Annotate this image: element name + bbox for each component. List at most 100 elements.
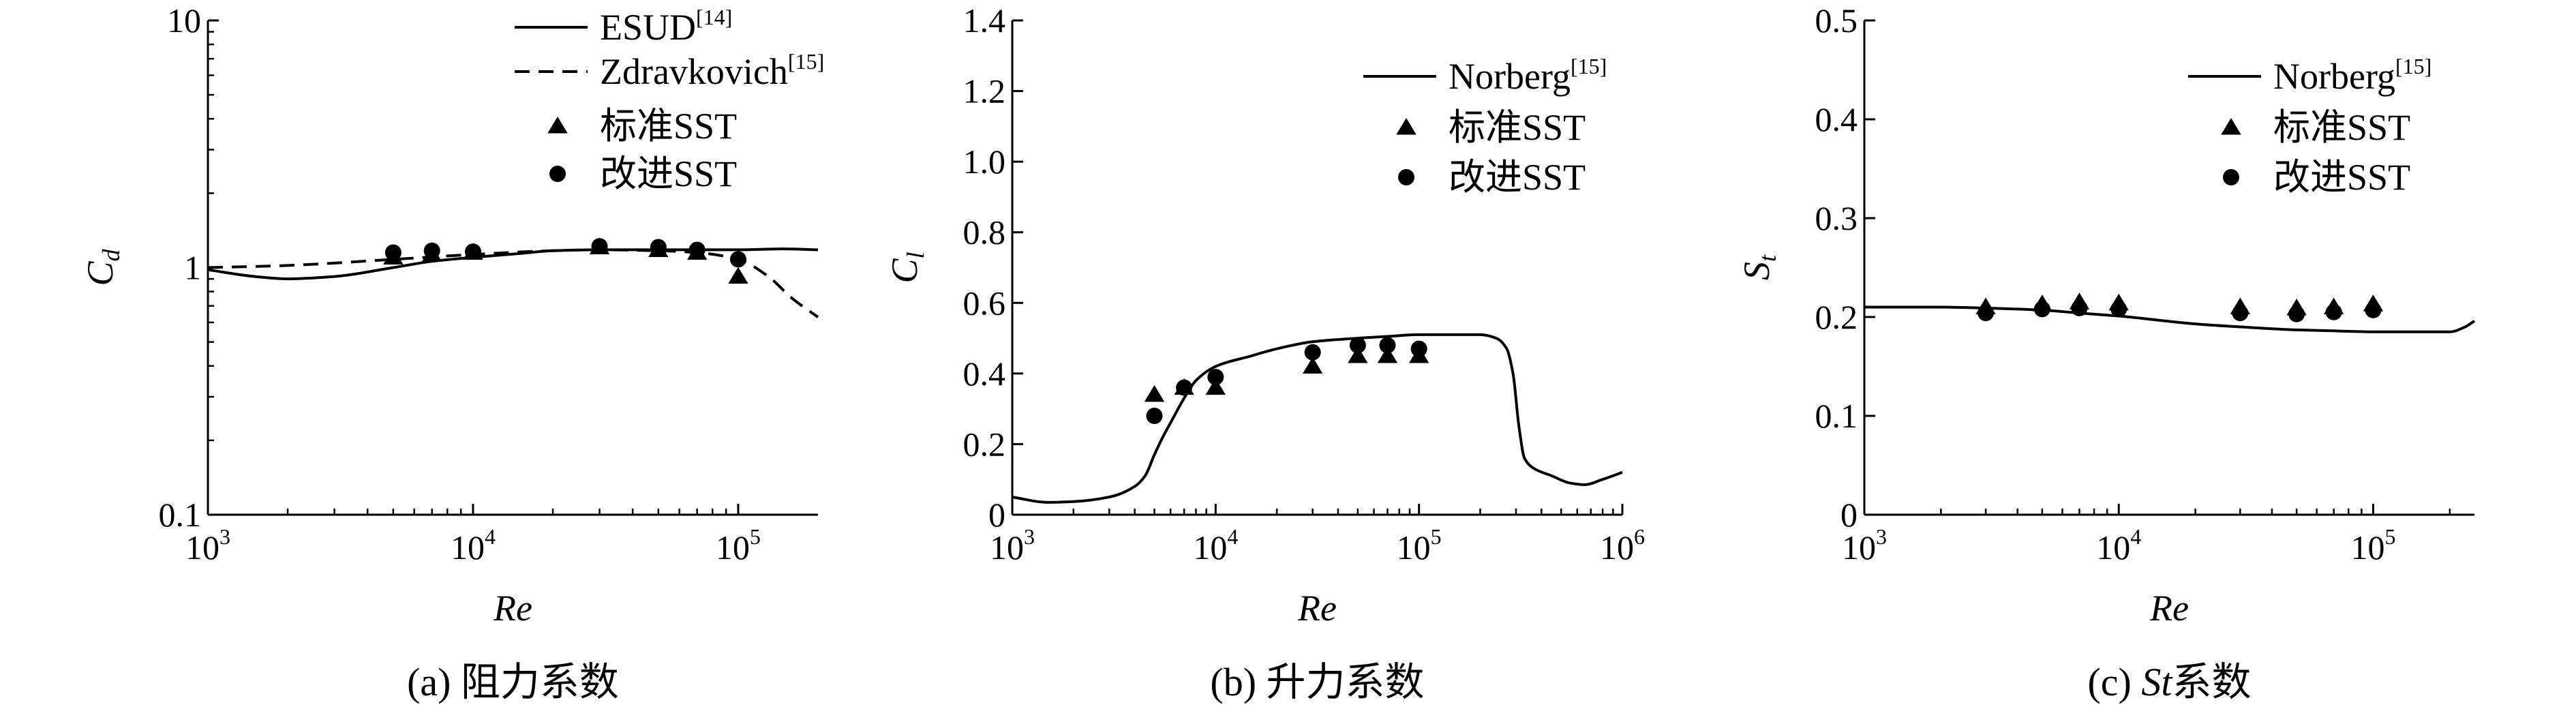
legend-marker-triangle	[547, 117, 568, 134]
data-point-circle	[1207, 369, 1224, 386]
y-axis-label: Cl	[884, 252, 929, 283]
series-improved-sst	[1146, 337, 1427, 424]
data-point-triangle	[728, 267, 748, 284]
legend-marker-circle	[1398, 169, 1414, 185]
x-tick-label: 103	[185, 524, 230, 567]
y-tick-label: 1.0	[963, 142, 1006, 181]
series-esud	[207, 247, 819, 281]
data-point-circle	[2365, 301, 2382, 318]
data-point-circle	[2325, 303, 2342, 320]
legend-label: 标准SST	[2273, 107, 2410, 148]
data-point-circle	[464, 243, 481, 260]
series-improved-sst	[1978, 299, 2382, 322]
data-point-circle	[423, 242, 440, 259]
x-tick-label: 105	[716, 524, 761, 567]
x-axis-label: Re	[1297, 588, 1337, 629]
x-tick-label: 106	[1600, 524, 1645, 567]
panel-caption: (b) 升力系数	[1210, 660, 1424, 704]
data-point-circle	[729, 251, 746, 268]
legend-item-improved-sst: 改进SST	[549, 153, 737, 194]
chart-panel-b: 0 0.2 0.4 0.6 0.8 1.0 1.2 1.4 103 104 105 106 Re Cl (b…	[884, 1, 1645, 704]
data-point-triangle	[1205, 378, 1226, 395]
y-tick-label: 0.4	[1815, 100, 1858, 138]
data-point-triangle	[1302, 357, 1323, 374]
data-point-circle	[2110, 301, 2127, 318]
data-point-triangle	[1144, 384, 1165, 402]
x-tick-label: 104	[1193, 524, 1238, 567]
y-tick-label: 0.2	[963, 425, 1006, 463]
legend-item-esud: ESUD[14]	[515, 5, 732, 48]
series-improved-sst	[384, 238, 746, 268]
y-tick-label: 0.8	[963, 213, 1006, 252]
x-axis-label: Re	[493, 588, 532, 629]
chart-panel-a: 0.1 1 10 103 104 105 Re Cd (a) 阻力系数 ESUD[14]Zdrav…	[80, 1, 824, 704]
data-point-circle	[1349, 337, 1366, 354]
legend-item-zdravkovich: Zdravkovich[15]	[515, 49, 824, 92]
series-line-esud	[207, 247, 819, 281]
data-point-circle	[1304, 344, 1321, 361]
panel-caption: (a) 阻力系数	[407, 660, 619, 704]
legend-marker-circle	[2223, 169, 2239, 185]
y-tick-label: 10	[167, 1, 201, 40]
legend-label: 标准SST	[600, 106, 737, 147]
y-axis-label: Cd	[80, 248, 125, 286]
legend-item-standard-sst: 标准SST	[1396, 107, 1586, 148]
y-tick-label: 0.4	[963, 354, 1006, 393]
data-point-circle	[1410, 340, 1427, 357]
legend: ESUD[14]Zdravkovich[15] 标准SST 改进SST	[515, 5, 824, 194]
y-tick-label: 1	[184, 249, 201, 287]
legend-item-improved-sst: 改进SST	[2223, 157, 2410, 198]
x-tick-label: 104	[451, 524, 496, 567]
legend-marker-circle	[549, 166, 566, 182]
y-tick-label: 0.1	[1815, 397, 1858, 435]
data-point-circle	[2288, 305, 2305, 322]
y-tick-label: 1.4	[963, 1, 1006, 40]
data-point-circle	[650, 239, 667, 256]
y-tick-label: 0	[988, 496, 1005, 534]
data-point-circle	[591, 238, 608, 255]
y-tick-label: 0.2	[1815, 298, 1858, 336]
x-tick-label: 103	[1842, 524, 1887, 567]
legend-label: 标准SST	[1449, 107, 1586, 148]
y-tick-label: 0	[1840, 496, 1858, 534]
data-point-circle	[2071, 299, 2088, 316]
x-axis-label: Re	[2149, 588, 2189, 629]
legend-item-norberg: Norberg[15]	[1363, 54, 1607, 97]
legend-marker-triangle	[2221, 118, 2241, 135]
x-tick-label: 104	[2096, 524, 2141, 567]
legend-label: Norberg[15]	[2273, 54, 2431, 97]
legend: Norberg[15] 标准SST 改进SST	[1363, 54, 1607, 198]
y-tick-label: 0.3	[1815, 199, 1858, 237]
legend: Norberg[15] 标准SST 改进SST	[2188, 54, 2431, 198]
legend-marker-triangle	[1396, 118, 1416, 135]
data-point-circle	[2232, 305, 2249, 322]
data-point-triangle	[1377, 346, 1398, 363]
data-point-circle	[688, 241, 706, 258]
y-tick-label: 1.2	[963, 72, 1006, 110]
data-point-circle	[1978, 305, 1995, 322]
legend-item-improved-sst: 改进SST	[1398, 157, 1586, 198]
x-tick-label: 105	[1397, 524, 1442, 567]
legend-label: 改进SST	[600, 153, 737, 194]
data-point-circle	[1146, 408, 1163, 424]
legend-label: Zdravkovich[15]	[600, 49, 824, 92]
data-point-circle	[1379, 337, 1396, 354]
y-tick-label: 0.5	[1815, 1, 1858, 40]
x-tick-label: 103	[990, 524, 1035, 567]
y-tick-label: 0.6	[963, 284, 1006, 322]
data-point-triangle	[1348, 346, 1368, 363]
legend-label: 改进SST	[1449, 157, 1586, 198]
data-point-circle	[2033, 301, 2050, 318]
x-tick-label: 105	[2350, 524, 2395, 567]
legend-item-standard-sst: 标准SST	[2221, 107, 2410, 148]
y-axis-label: St	[1736, 254, 1781, 280]
legend-label: 改进SST	[2273, 157, 2410, 198]
y-tick-label: 0.1	[159, 496, 202, 534]
data-point-circle	[384, 244, 401, 261]
legend-label: ESUD[14]	[600, 5, 732, 48]
chart-panel-c: 0 0.1 0.2 0.3 0.4 0.5 103 104 105 Re St (c) St系数 Nor…	[1736, 1, 2476, 704]
legend-item-standard-sst: 标准SST	[547, 106, 737, 147]
panel-caption: (c) St系数	[2087, 660, 2251, 704]
